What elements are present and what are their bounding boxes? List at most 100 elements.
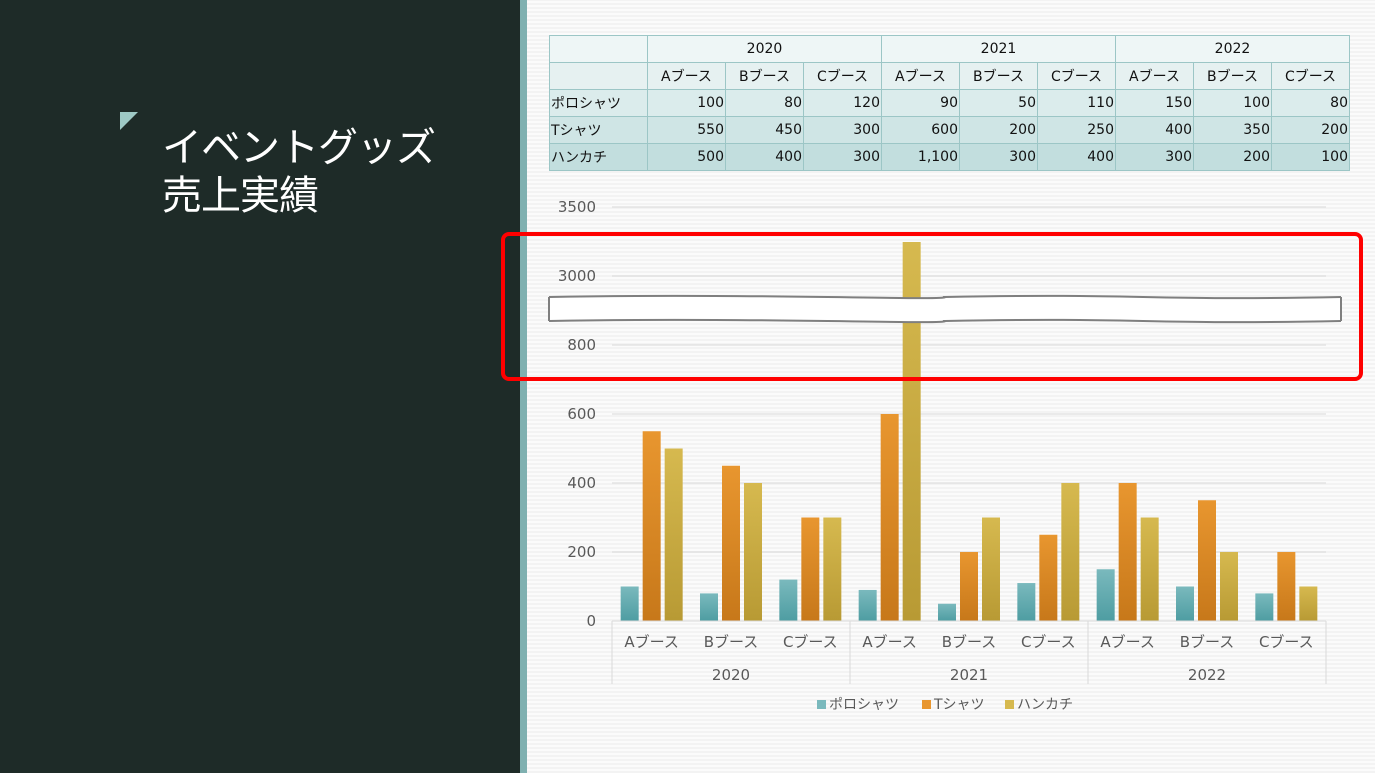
- panel-divider: [520, 0, 527, 773]
- legend-label: ポロシャツ: [829, 697, 899, 713]
- y-tick-label: 600: [567, 405, 596, 423]
- bar: [801, 517, 820, 621]
- axis-break-band: [549, 295, 1341, 323]
- table-cell: 200: [959, 116, 1038, 144]
- y-tick-label: 0: [586, 612, 596, 630]
- table-year-header: 2021: [881, 35, 1116, 63]
- sales-bar-chart: 0 200 400 600 800 3000 3500 Aブース Bブース Cブース Aブース Bブー…: [548, 198, 1342, 713]
- table-row: ハンカチ 500 400 300 1,100 300 400 300 200 1…: [549, 143, 1350, 171]
- table-booth-header: Bブース: [1193, 62, 1272, 90]
- table-row-label: ポロシャツ: [549, 89, 648, 117]
- table-cell: 80: [1271, 89, 1350, 117]
- x-group-label: 2021: [950, 666, 988, 684]
- legend-swatch: [922, 700, 931, 709]
- legend-label: ハンカチ: [1017, 697, 1073, 713]
- x-tick-label: Bブース: [942, 633, 997, 651]
- bar: [1061, 483, 1080, 621]
- table-cell: 80: [725, 89, 804, 117]
- x-group-label: 2022: [1188, 666, 1226, 684]
- title-panel: [0, 0, 520, 773]
- table-cell: 500: [647, 143, 726, 171]
- table-corner-cell: [549, 62, 648, 90]
- y-tick-label: 3000: [558, 267, 596, 285]
- x-tick-label: Aブース: [624, 633, 679, 651]
- table-cell: 250: [1037, 116, 1116, 144]
- table-row-label: ハンカチ: [549, 143, 648, 171]
- bar: [700, 593, 718, 621]
- bar: [1118, 483, 1137, 621]
- table-row: Tシャツ 550 450 300 600 200 250 400 350 200: [549, 116, 1350, 144]
- x-tick-label: Aブース: [862, 633, 917, 651]
- table-cell: 300: [959, 143, 1038, 171]
- table-cell: 550: [647, 116, 726, 144]
- y-tick-label: 800: [567, 336, 596, 354]
- x-tick-label: Cブース: [783, 633, 838, 651]
- bar: [1176, 586, 1194, 621]
- bar: [664, 448, 683, 621]
- x-tick-label: Aブース: [1100, 633, 1155, 651]
- table-cell: 400: [1115, 116, 1194, 144]
- table-cell: 90: [881, 89, 960, 117]
- axis-break-highlight-box: [501, 232, 1363, 381]
- legend-label: Tシャツ: [933, 697, 985, 713]
- table-booth-header: Aブース: [1115, 62, 1194, 90]
- table-row: ポロシャツ 100 80 120 90 50 110 150 100 80: [549, 89, 1350, 117]
- axis-break-line: [548, 294, 1342, 300]
- bar: [880, 414, 899, 621]
- sales-table: 2020 2021 2022 Aブース Bブース Cブース Aブース Bブース …: [549, 35, 1350, 171]
- x-tick-label: Bブース: [1180, 633, 1235, 651]
- bar: [1220, 552, 1238, 621]
- table-header-booths: Aブース Bブース Cブース Aブース Bブース Cブース Aブース Bブース …: [549, 62, 1350, 90]
- y-tick-label: 3500: [558, 198, 596, 216]
- y-tick-label: 400: [567, 474, 596, 492]
- table-cell: 350: [1193, 116, 1272, 144]
- table-cell: 400: [725, 143, 804, 171]
- table-booth-header: Cブース: [1037, 62, 1116, 90]
- bar: [1255, 593, 1274, 621]
- bar: [1017, 583, 1036, 621]
- bar: [960, 552, 978, 621]
- bar: [722, 465, 740, 621]
- table-cell: 300: [803, 143, 882, 171]
- x-tick-label: Bブース: [704, 633, 759, 651]
- bar: [982, 517, 1000, 621]
- table-cell: 450: [725, 116, 804, 144]
- bar: [1096, 569, 1115, 621]
- table-booth-header: Cブース: [1271, 62, 1350, 90]
- table-cell: 600: [881, 116, 960, 144]
- table-booth-header: Bブース: [959, 62, 1038, 90]
- y-tick-label: 200: [567, 543, 596, 561]
- table-cell: 50: [959, 89, 1038, 117]
- table-cell: 200: [1193, 143, 1272, 171]
- slide-title-line2: 売上実績: [162, 173, 319, 219]
- x-tick-label: Cブース: [1021, 633, 1076, 651]
- slide-title: イベントグッズ 売上実績: [162, 124, 436, 220]
- bar: [858, 589, 877, 621]
- table-corner-cell: [549, 35, 648, 63]
- x-tick-label: Cブース: [1259, 633, 1314, 651]
- slide-title-line1: イベントグッズ: [162, 125, 436, 171]
- bar: [1277, 552, 1296, 621]
- x-group-label: 2020: [712, 666, 750, 684]
- table-cell: 1,100: [881, 143, 960, 171]
- legend-swatch: [1005, 700, 1014, 709]
- table-year-header: 2020: [647, 35, 882, 63]
- table-cell: 150: [1115, 89, 1194, 117]
- table-booth-header: Cブース: [803, 62, 882, 90]
- legend-swatch: [817, 700, 826, 709]
- axis-break-line: [548, 318, 1342, 324]
- table-cell: 200: [1271, 116, 1350, 144]
- table-booth-header: Aブース: [881, 62, 960, 90]
- table-cell: 300: [803, 116, 882, 144]
- table-cell: 400: [1037, 143, 1116, 171]
- table-cell: 300: [1115, 143, 1194, 171]
- table-booth-header: Bブース: [725, 62, 804, 90]
- bar: [642, 431, 661, 621]
- table-year-header: 2022: [1115, 35, 1350, 63]
- bar: [823, 517, 842, 621]
- bar: [744, 483, 762, 621]
- table-booth-header: Aブース: [647, 62, 726, 90]
- bar: [1299, 586, 1318, 621]
- bar: [1198, 500, 1216, 621]
- bar: [620, 586, 639, 621]
